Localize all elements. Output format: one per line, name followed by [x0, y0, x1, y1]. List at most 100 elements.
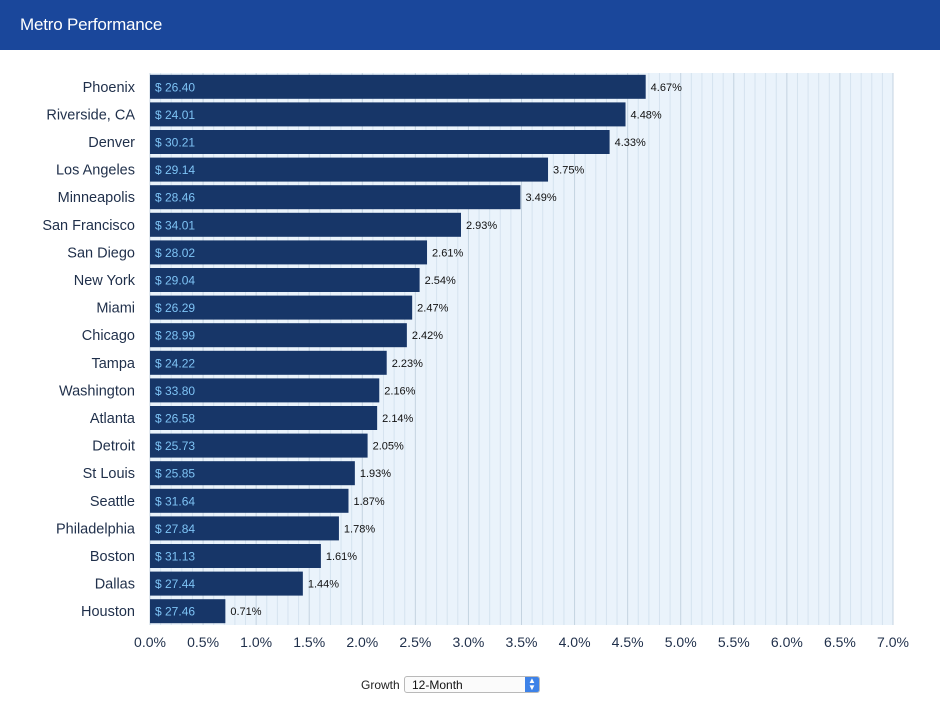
- bar-growth-label: 4.48%: [631, 109, 662, 121]
- category-label: New York: [74, 273, 136, 289]
- category-label: Washington: [59, 383, 135, 399]
- x-tick-label: 0.0%: [134, 634, 166, 650]
- category-label: Seattle: [90, 494, 135, 510]
- bar-price-label: $ 25.85: [155, 467, 195, 481]
- bar-price-label: $ 27.84: [155, 522, 195, 536]
- bar-growth-label: 3.49%: [525, 192, 556, 204]
- bar-growth-label: 2.93%: [466, 220, 497, 232]
- x-tick-label: 3.0%: [452, 634, 484, 650]
- bar-price-label: $ 27.46: [155, 605, 195, 619]
- bar-price-label: $ 29.04: [155, 274, 195, 288]
- bar-growth-label: 2.23%: [392, 358, 423, 370]
- bar-growth-label: 2.05%: [373, 441, 404, 453]
- category-label: Denver: [88, 135, 135, 151]
- category-label: San Diego: [67, 245, 135, 261]
- bar-growth-label: 1.78%: [344, 523, 375, 535]
- bar-growth-label: 2.14%: [382, 413, 413, 425]
- bar: [150, 323, 407, 348]
- bar-growth-label: 1.93%: [360, 468, 391, 480]
- bar-price-label: $ 30.21: [155, 136, 195, 150]
- bar: [150, 157, 549, 182]
- x-tick-label: 2.5%: [399, 634, 431, 650]
- x-tick-label: 7.0%: [877, 634, 909, 650]
- category-label: Dallas: [95, 577, 135, 593]
- x-tick-label: 6.0%: [771, 634, 803, 650]
- bar: [150, 488, 349, 513]
- bar-price-label: $ 26.40: [155, 80, 195, 94]
- bar-price-label: $ 33.80: [155, 384, 195, 398]
- bar-price-label: $ 28.02: [155, 246, 195, 260]
- bar-growth-label: 2.47%: [417, 303, 448, 315]
- bar-price-label: $ 24.01: [155, 108, 195, 122]
- bar-price-label: $ 31.13: [155, 550, 195, 564]
- category-label: Phoenix: [83, 80, 136, 96]
- category-label: Houston: [81, 604, 135, 620]
- x-tick-label: 1.5%: [293, 634, 325, 650]
- bar-growth-label: 1.44%: [308, 579, 339, 591]
- category-label: Riverside, CA: [46, 107, 135, 123]
- category-label: Miami: [96, 301, 135, 317]
- bar: [150, 185, 521, 210]
- x-tick-label: 6.5%: [824, 634, 856, 650]
- bar: [150, 461, 355, 486]
- bar-price-label: $ 28.46: [155, 191, 195, 205]
- bar-growth-label: 2.54%: [425, 275, 456, 287]
- bar: [150, 74, 646, 99]
- x-tick-label: 4.5%: [612, 634, 644, 650]
- bar-growth-label: 4.33%: [615, 137, 646, 149]
- bar: [150, 599, 226, 624]
- bar: [150, 268, 420, 292]
- bar-price-label: $ 34.01: [155, 218, 195, 232]
- bar: [150, 378, 380, 403]
- bar-price-label: $ 31.64: [155, 494, 195, 508]
- period-select-value: 12-Month: [412, 678, 463, 692]
- bar-growth-label: 3.75%: [553, 165, 584, 177]
- bar: [150, 240, 428, 265]
- bar-growth-label: 2.42%: [412, 330, 443, 342]
- x-tick-label: 0.5%: [187, 634, 219, 650]
- bar-price-label: $ 25.73: [155, 439, 195, 453]
- bar-price-label: $ 29.14: [155, 163, 195, 177]
- bar: [150, 102, 626, 127]
- category-label: Los Angeles: [56, 163, 135, 179]
- bar: [150, 433, 368, 458]
- bar-growth-label: 2.61%: [432, 247, 463, 259]
- category-label: San Francisco: [42, 218, 135, 234]
- category-label: Atlanta: [90, 411, 136, 427]
- period-select[interactable]: 12-Month ▲ ▼: [404, 676, 540, 693]
- category-label: St Louis: [83, 466, 135, 482]
- category-label: Tampa: [91, 356, 135, 372]
- x-tick-label: 5.5%: [718, 634, 750, 650]
- bar: [150, 571, 303, 596]
- bar-growth-label: 4.67%: [651, 82, 682, 94]
- bar: [150, 516, 339, 541]
- bar-price-label: $ 24.22: [155, 356, 195, 370]
- bar-growth-label: 1.87%: [353, 496, 384, 508]
- bar-growth-label: 2.16%: [384, 385, 415, 397]
- header-bar: Metro Performance: [0, 0, 940, 50]
- x-tick-label: 1.0%: [240, 634, 272, 650]
- bar-growth-label: 1.61%: [326, 551, 357, 563]
- x-tick-label: 2.0%: [346, 634, 378, 650]
- category-label: Philadelphia: [56, 521, 136, 537]
- bar: [150, 212, 461, 237]
- bar-price-label: $ 27.44: [155, 577, 195, 591]
- growth-label: Growth: [361, 678, 400, 692]
- bar: [150, 295, 413, 320]
- bar: [150, 350, 387, 375]
- bar-chart: Phoenix $ 26.40 4.67% Riverside, CA $ 24.01 4…: [42, 73, 909, 650]
- x-tick-label: 5.0%: [665, 634, 697, 650]
- bar: [150, 544, 321, 568]
- x-tick-label: 3.5%: [506, 634, 538, 650]
- bar-growth-label: 0.71%: [230, 606, 261, 618]
- chart-controls: Growth 12-Month ▲ ▼: [0, 676, 940, 696]
- category-label: Detroit: [92, 439, 135, 455]
- x-tick-label: 4.0%: [559, 634, 591, 650]
- category-label: Minneapolis: [58, 190, 135, 206]
- bar: [150, 406, 378, 430]
- bar-price-label: $ 26.58: [155, 412, 195, 426]
- bar: [150, 130, 610, 154]
- category-label: Boston: [90, 549, 135, 565]
- page-title: Metro Performance: [20, 15, 163, 34]
- bar-price-label: $ 26.29: [155, 301, 195, 315]
